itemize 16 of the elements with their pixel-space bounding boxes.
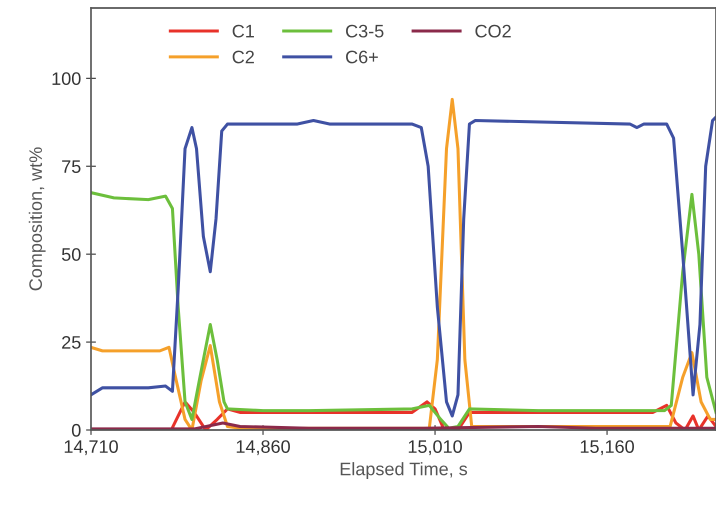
- y-tick-label: 100: [52, 72, 81, 86]
- x-tick-label: 14,710: [64, 440, 118, 456]
- x-tick-label: 15,010: [408, 440, 462, 456]
- y-tick-label: 75: [62, 160, 81, 173]
- y-tick-label: 50: [62, 248, 81, 261]
- legend-label: C6+: [346, 50, 378, 64]
- x-axis-title: Elapsed Time, s: [340, 462, 468, 479]
- legend-label: C3-5: [346, 24, 384, 38]
- y-tick-label: 0: [72, 424, 81, 437]
- legend-label: CO2: [475, 24, 511, 38]
- legend-label: C1: [232, 24, 254, 38]
- x-tick-label: 14,860: [236, 440, 290, 456]
- y-tick-label: 25: [62, 336, 81, 349]
- x-tick-label: 15,160: [580, 440, 634, 456]
- y-axis-title: Composition, wt%: [28, 147, 46, 290]
- legend-label: C2: [232, 50, 254, 64]
